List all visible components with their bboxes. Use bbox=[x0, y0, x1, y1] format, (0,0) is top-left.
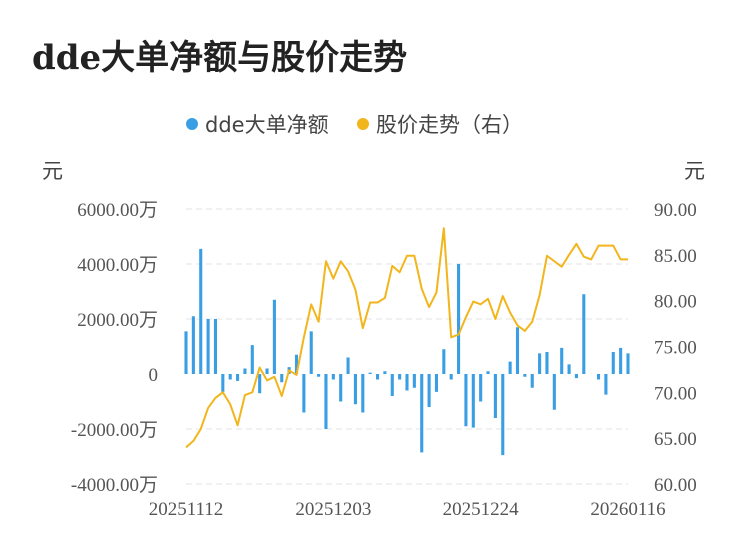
bar-series bbox=[184, 248, 630, 456]
dde-bar bbox=[434, 374, 439, 392]
dde-bar bbox=[213, 319, 218, 374]
dde-bar bbox=[596, 374, 601, 380]
dde-bar bbox=[619, 347, 623, 374]
price-line bbox=[185, 227, 628, 449]
legend-label-price: 股价走势（右） bbox=[376, 113, 523, 137]
dde-bar bbox=[280, 374, 284, 383]
x-tick-label: 20251203 bbox=[295, 499, 371, 520]
right-axis-unit: 元 bbox=[684, 159, 705, 183]
dde-bar bbox=[523, 374, 527, 377]
dde-bar bbox=[265, 368, 269, 374]
dde-bar bbox=[538, 353, 542, 374]
dde-bar bbox=[457, 264, 461, 374]
dde-bar bbox=[567, 364, 571, 374]
dde-bar bbox=[243, 368, 247, 374]
dde-bar bbox=[324, 374, 328, 429]
dde-bar bbox=[611, 352, 615, 374]
left-tick-label: 4000.00万 bbox=[77, 255, 158, 276]
dde-bar bbox=[501, 374, 505, 456]
dde-bar bbox=[442, 349, 446, 374]
dde-bar bbox=[508, 361, 512, 374]
dde-bar bbox=[604, 374, 608, 395]
dde-bar bbox=[471, 374, 475, 428]
dde-bar bbox=[191, 316, 195, 374]
dde-bar bbox=[560, 347, 564, 374]
dde-bar bbox=[375, 374, 380, 380]
legend-label-dde: dde大单净额 bbox=[205, 113, 329, 137]
dde-bar bbox=[479, 374, 483, 402]
dde-bar bbox=[199, 248, 203, 374]
dde-bar bbox=[427, 374, 431, 407]
dde-bar bbox=[582, 294, 586, 374]
dde-bar bbox=[464, 374, 468, 427]
right-tick-label: 85.00 bbox=[654, 246, 697, 267]
right-tick-label: 60.00 bbox=[654, 475, 697, 496]
left-tick-label: 2000.00万 bbox=[77, 310, 158, 331]
right-tick-label: 70.00 bbox=[654, 383, 697, 404]
dde-bar bbox=[346, 357, 350, 374]
right-tick-label: 90.00 bbox=[654, 200, 697, 221]
dde-bar bbox=[552, 374, 556, 410]
dde-bar bbox=[493, 374, 497, 418]
dde-bar bbox=[294, 354, 299, 374]
dde-bar bbox=[309, 331, 313, 374]
dde-bar bbox=[574, 374, 578, 379]
x-tick-label: 20260116 bbox=[590, 499, 665, 520]
right-axis-ticks: 90.00 85.00 80.00 75.00 70.00 65.00 60.00 bbox=[654, 200, 697, 496]
dde-bar bbox=[258, 374, 262, 394]
dde-bar bbox=[317, 374, 321, 377]
dde-bar bbox=[184, 331, 188, 374]
right-tick-label: 65.00 bbox=[654, 429, 697, 450]
dde-bar bbox=[412, 374, 416, 388]
dde-bar bbox=[221, 374, 225, 392]
dde-bar bbox=[228, 374, 232, 380]
dde-bar bbox=[353, 374, 357, 405]
x-tick-label: 20251112 bbox=[149, 499, 224, 520]
dde-bar bbox=[449, 374, 453, 380]
dde-bar bbox=[331, 374, 335, 380]
dde-bar bbox=[515, 327, 520, 374]
x-axis-ticks: 20251112 20251203 20251224 20260116 bbox=[149, 499, 666, 520]
dde-bar bbox=[530, 374, 534, 388]
dde-bar bbox=[486, 371, 490, 374]
right-tick-label: 75.00 bbox=[654, 338, 697, 359]
dde-bar bbox=[420, 374, 424, 453]
dde-bar bbox=[236, 374, 240, 381]
dde-bar bbox=[405, 374, 409, 391]
left-axis-unit: 元 bbox=[42, 159, 63, 183]
x-tick-label: 20251224 bbox=[443, 499, 520, 520]
dde-bar bbox=[272, 299, 276, 374]
left-tick-label: -4000.00万 bbox=[71, 475, 158, 496]
left-tick-label: 0 bbox=[149, 365, 159, 386]
left-tick-label: 6000.00万 bbox=[77, 200, 158, 221]
left-tick-label: -2000.00万 bbox=[71, 420, 158, 441]
dde-bar bbox=[206, 319, 210, 374]
dde-bar bbox=[302, 374, 306, 413]
legend: dde大单净额 股价走势（右） bbox=[186, 113, 523, 137]
chart-title: dde大单净额与股价走势 bbox=[32, 38, 408, 78]
gridlines bbox=[186, 208, 628, 485]
dde-bar bbox=[250, 345, 254, 374]
legend-marker-price bbox=[357, 118, 369, 130]
dde-bar bbox=[383, 371, 387, 374]
dde-bar bbox=[626, 353, 630, 374]
dde-bar bbox=[390, 374, 394, 396]
dde-bar bbox=[398, 374, 402, 380]
dde-bar bbox=[361, 374, 365, 413]
dde-bar bbox=[368, 372, 372, 374]
legend-marker-dde bbox=[186, 118, 198, 130]
right-tick-label: 80.00 bbox=[654, 292, 697, 313]
dde-bar bbox=[545, 352, 549, 374]
left-axis-ticks: 6000.00万 4000.00万 2000.00万 0 -2000.00万 -4000.… bbox=[71, 200, 158, 496]
dde-bar bbox=[339, 374, 343, 402]
